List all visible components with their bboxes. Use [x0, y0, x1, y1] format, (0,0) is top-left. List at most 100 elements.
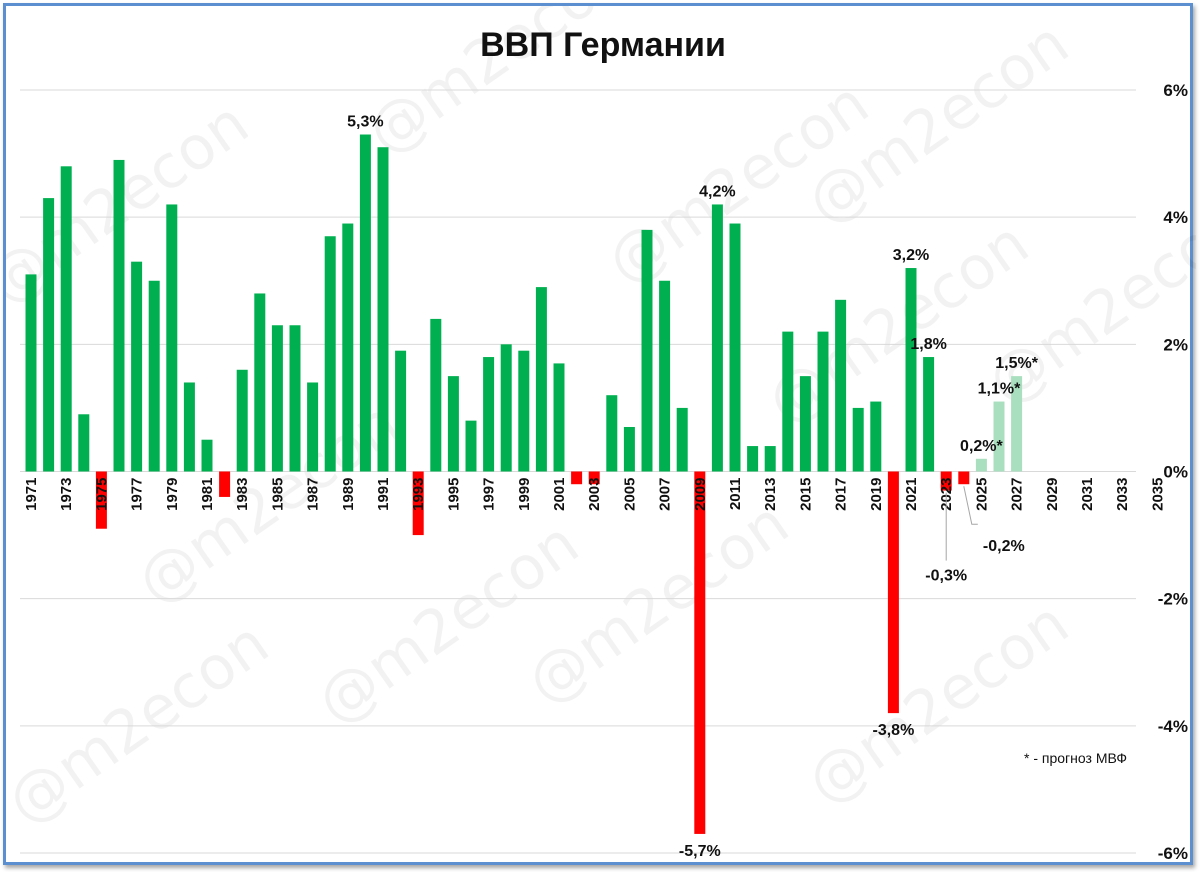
bar-2025: [975, 458, 987, 472]
y-tick-label: 6%: [1163, 81, 1188, 100]
bar-1984: [254, 293, 266, 472]
data-labels: 5,3% -5,7% 4,2% -3,8% 3,2% 1,8% -0,3% -0,2% 0,2%…: [347, 114, 1039, 860]
bar-2017: [835, 299, 847, 472]
bar-1999: [518, 350, 530, 472]
bar-1993: [412, 471, 424, 536]
bar-1975: [95, 471, 107, 529]
y-tick-label: -6%: [1158, 844, 1188, 863]
bars: [25, 134, 1023, 834]
y-tick-label: 4%: [1163, 208, 1188, 227]
data-label-2022: 1,8%: [910, 336, 946, 353]
x-tick-label: 1975: [93, 478, 110, 511]
bar-1986: [289, 325, 301, 472]
bar-2012: [747, 446, 759, 472]
bar-1980: [183, 382, 195, 472]
bar-1981: [201, 439, 213, 472]
callout-line: [963, 486, 978, 525]
data-label-2020: -3,8%: [873, 722, 915, 739]
data-label-2023: -0,3%: [925, 568, 967, 585]
data-label-2025: 0,2%*: [960, 438, 1003, 455]
bar-2026: [993, 401, 1005, 472]
x-tick-label: 2035: [1149, 478, 1166, 511]
x-tick-label: 1985: [269, 478, 286, 511]
watermark-text: @m2econ: [6, 608, 281, 838]
bar-2011: [729, 223, 741, 472]
x-tick-label: 2001: [551, 478, 568, 511]
x-tick-label: 1993: [410, 478, 427, 511]
data-label-2027: 1,5%*: [995, 355, 1038, 372]
bar-1997: [483, 357, 495, 472]
bar-2023: [940, 471, 952, 491]
bar-1988: [324, 236, 336, 472]
x-tick-label: 2007: [657, 478, 674, 511]
x-tick-label: 2033: [1114, 478, 1131, 511]
bar-2024: [958, 471, 970, 485]
forecast-note: * - прогноз МВФ: [1024, 750, 1127, 766]
bar-1985: [271, 325, 283, 472]
bar-1974: [78, 414, 90, 472]
chart-frame: @m2econ @m2econ @m2econ @m2econ @m2econ @m2ec…: [3, 3, 1196, 865]
bar-1987: [307, 382, 319, 472]
y-tick-label: -4%: [1158, 717, 1188, 736]
x-axis-ticks: 1971 1973 1975 1977 1979 1981 1983 1985 1987 1989…: [23, 477, 1166, 510]
data-label-2026: 1,1%*: [978, 381, 1021, 398]
bar-1973: [60, 166, 72, 472]
bar-2008: [676, 407, 688, 472]
bar-2001: [553, 363, 565, 472]
bar-1992: [395, 350, 407, 472]
x-tick-label: 1989: [340, 478, 357, 511]
x-tick-label: 2015: [797, 478, 814, 511]
bar-2003: [588, 471, 600, 485]
bar-1994: [430, 318, 442, 472]
data-label-2021: 3,2%: [893, 247, 929, 264]
x-tick-label: 2005: [621, 478, 638, 511]
data-label-1990: 5,3%: [347, 114, 383, 131]
bar-1979: [166, 204, 178, 472]
bar-1982: [219, 471, 231, 497]
bar-2010: [711, 204, 723, 472]
y-tick-label: 0%: [1163, 463, 1188, 482]
bar-1972: [43, 198, 55, 472]
x-tick-label: 2017: [833, 478, 850, 511]
bar-2007: [659, 280, 671, 472]
data-label-2024: -0,2%: [983, 538, 1025, 555]
bar-1990: [359, 134, 371, 472]
bar-1996: [465, 420, 477, 472]
x-tick-label: 2025: [973, 478, 990, 511]
bar-1971: [25, 274, 37, 472]
x-tick-label: 1999: [516, 478, 533, 511]
y-axis-ticks: 6% 4% 2% 0% -2% -4% -6%: [1158, 81, 1188, 863]
bar-2022: [923, 357, 935, 472]
bar-2006: [641, 229, 653, 472]
data-label-2009: -5,7%: [679, 843, 721, 860]
x-tick-label: 2003: [586, 478, 603, 511]
bar-2015: [799, 376, 811, 472]
bar-2005: [623, 426, 635, 472]
x-tick-label: 1995: [445, 478, 462, 511]
bar-2002: [571, 471, 583, 485]
bar-2021: [905, 268, 917, 472]
bar-2009: [694, 471, 706, 834]
chart-title: ВВП Германии: [480, 26, 726, 64]
x-tick-label: 2027: [1009, 478, 1026, 511]
bar-1991: [377, 147, 389, 472]
bar-2019: [870, 401, 882, 472]
bar-1995: [447, 376, 459, 472]
bar-1998: [500, 344, 512, 472]
x-tick-label: 1991: [375, 478, 392, 511]
bar-2004: [606, 395, 618, 472]
x-tick-label: 2011: [727, 478, 744, 511]
bar-2016: [817, 331, 829, 472]
x-tick-label: 1987: [305, 478, 322, 511]
x-tick-label: 2019: [868, 478, 885, 511]
bar-1978: [148, 280, 160, 472]
x-tick-label: 2009: [692, 478, 709, 511]
x-tick-label: 2029: [1044, 478, 1061, 511]
data-label-2010: 4,2%: [699, 183, 735, 200]
x-tick-label: 1979: [164, 478, 181, 511]
bar-1976: [113, 159, 125, 472]
bar-1983: [236, 369, 248, 472]
x-tick-label: 1983: [234, 478, 251, 511]
x-tick-label: 1977: [129, 478, 146, 511]
bar-2013: [764, 446, 776, 472]
